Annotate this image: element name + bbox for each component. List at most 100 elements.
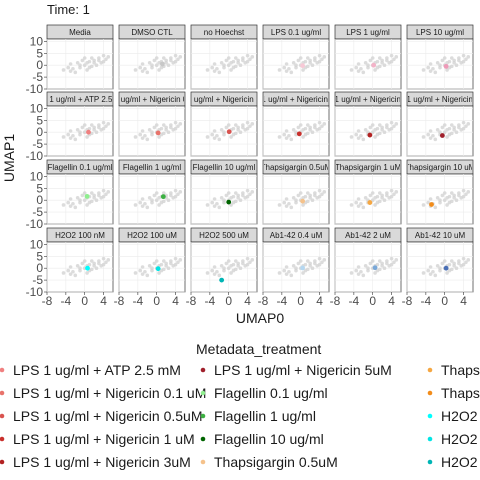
background-point [305,56,310,60]
y-tick-label: 5 [36,249,43,263]
background-point [435,128,440,132]
background-point [75,128,80,132]
background-point [133,135,138,139]
legend-label: LPS 1 ug/ml + Nigericin 0.1 uM [13,385,206,401]
background-point [250,55,255,59]
facet-strip-label: LPS 10 ug/ml [416,28,464,37]
background-point [428,129,433,133]
facet-strip-label: Thapsigargin 0.5uM [261,163,332,172]
background-point [428,62,433,66]
y-tick-label: 5 [36,181,43,195]
background-point [426,65,431,70]
facet-strip-label: H2O2 100 uM [127,231,177,240]
background-point [301,196,305,200]
background-point [233,191,238,195]
y-tick-label: -10 [26,285,44,299]
background-point [284,265,289,269]
facet-panel: H2O2 100 nM [46,227,114,293]
background-point [454,266,459,270]
facet-panel: LPS 1 ug/ml [334,24,402,90]
facet-panel: Media [46,24,114,90]
background-point [389,256,394,261]
legend-label: H2O2 500 uM [441,454,480,470]
background-point [82,123,87,127]
background-point [287,269,291,274]
background-point [152,261,157,266]
background-point [236,61,240,65]
background-point [445,135,449,139]
background-point [442,130,447,134]
background-point [164,128,168,132]
background-point [287,66,291,71]
background-point [370,130,375,134]
background-point [89,56,94,60]
background-point [82,259,87,263]
background-point [457,125,461,130]
background-point [82,130,87,134]
facet-strip-label: Thapsigargin 1 uM [335,163,402,172]
background-point [449,56,454,60]
background-point [241,261,245,266]
x-tick-label: 4 [172,294,179,308]
x-axis-label: UMAP0 [236,310,284,326]
background-point [224,261,229,266]
background-point [217,70,222,75]
background-point [435,264,440,268]
background-point [282,132,287,137]
background-point [464,57,468,62]
background-point [433,273,438,278]
background-point [104,260,108,265]
background-point [426,268,431,273]
background-point [277,271,282,275]
background-point [366,266,370,270]
background-point [68,62,73,66]
background-point [310,198,315,202]
x-tick-label: 4 [388,294,395,308]
facet-strip-label: Thapsigargin 10 uM [405,163,476,172]
background-point [354,268,359,273]
background-point [241,193,245,198]
highlight-point [439,133,445,138]
background-point [298,259,303,263]
background-point [466,55,471,59]
background-point [212,204,217,208]
background-point [224,193,229,198]
background-point [138,200,143,205]
background-point [356,69,361,73]
y-tick-label: 0 [36,125,43,139]
background-point [294,63,298,67]
background-point [298,191,303,195]
y-tick-label: 10 [30,237,44,251]
x-tick-label: -4 [133,294,144,308]
background-point [145,205,150,210]
background-point [210,268,215,273]
background-point [205,135,210,139]
background-point [61,68,66,72]
background-point [229,203,233,207]
background-point [143,66,147,71]
facet-strip-label: Flagellin 10 ug/ml [193,163,256,172]
legend-label: Thapsigargin 1 uM [441,362,480,378]
highlight-point [226,199,232,205]
facet-strip-label: Ab1-42 2 uM [345,231,391,240]
background-point [89,191,94,195]
highlight-point [367,200,373,205]
x-tick-label: -8 [114,294,125,308]
background-point [217,137,222,142]
facet-panel: Flagellin 0.1 ug/ml [46,159,114,225]
background-point [231,268,236,273]
highlight-point [226,129,232,135]
background-point [308,196,312,200]
background-point [392,260,396,265]
x-tick-label: 4 [100,294,107,308]
background-point [377,56,382,60]
x-tick-label: -8 [42,294,53,308]
x-tick-label: 0 [297,294,304,308]
background-point [310,63,315,67]
background-point [294,130,298,134]
background-point [238,130,243,134]
background-point [291,196,296,200]
background-point [380,196,384,200]
background-point [157,271,161,275]
facet-panel: Thapsigargin 1 uM [334,159,402,225]
